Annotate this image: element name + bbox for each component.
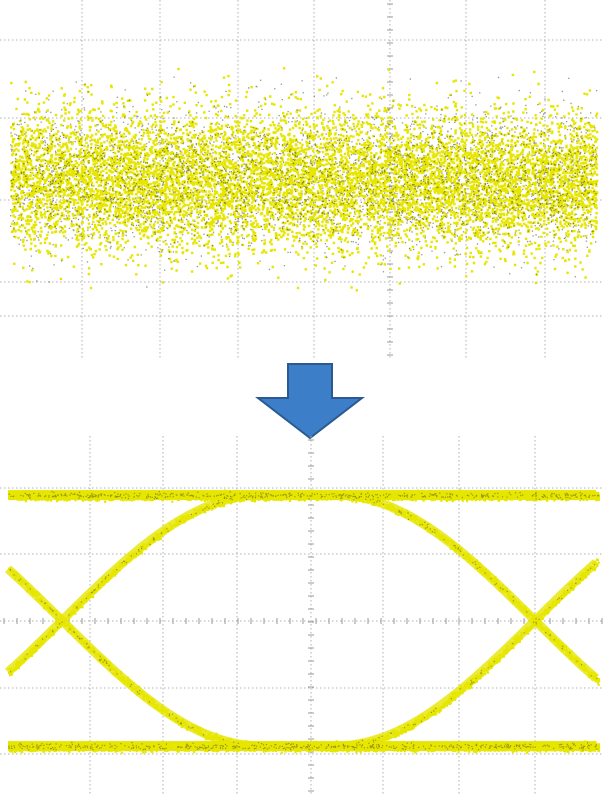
noisy-trace [10, 67, 599, 292]
eye-trace [4, 489, 601, 754]
noisy-scope-display [0, 0, 604, 360]
down-arrow-icon [255, 363, 365, 440]
noisy-signal-panel [0, 0, 604, 360]
eye-grid [0, 436, 604, 794]
eye-scope-display [0, 436, 604, 794]
transform-arrow [254, 362, 366, 440]
eye-diagram-panel [0, 436, 604, 794]
